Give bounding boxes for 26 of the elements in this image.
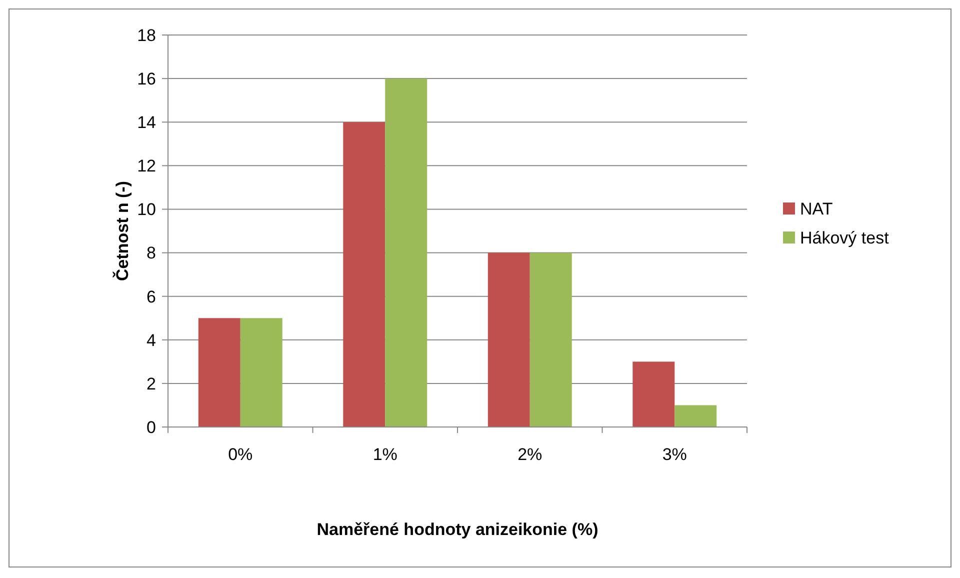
bar: [530, 252, 572, 427]
y-tick-label: 16: [137, 70, 156, 89]
y-tick-label: 18: [137, 26, 156, 45]
bar: [632, 362, 675, 427]
x-tick-label: 2%: [518, 445, 542, 464]
bar: [240, 318, 282, 427]
x-axis-title: Naměřené hodnoty anizeikonie (%): [316, 520, 598, 539]
bar: [674, 405, 717, 427]
x-tick-label: 1%: [372, 445, 398, 464]
y-tick-label: 12: [137, 156, 156, 176]
x-tick-label: 0%: [228, 445, 253, 464]
y-tick-label: 6: [146, 287, 156, 306]
bar: [198, 318, 240, 427]
bar: [343, 122, 386, 427]
y-tick-label: 8: [146, 244, 156, 263]
bar: [488, 252, 530, 427]
y-tick-label: 0: [146, 418, 156, 437]
y-axis-title: Četnost n (-): [112, 180, 132, 282]
y-tick-label: 4: [146, 330, 156, 350]
y-tick-label: 14: [137, 113, 156, 132]
bar: [385, 78, 428, 427]
legend-label: Hákový test: [800, 228, 890, 248]
x-tick-label: 3%: [662, 445, 687, 464]
y-tick-label: 2: [146, 374, 156, 394]
y-tick-label: 10: [137, 200, 156, 220]
legend-label: NAT: [800, 199, 833, 218]
